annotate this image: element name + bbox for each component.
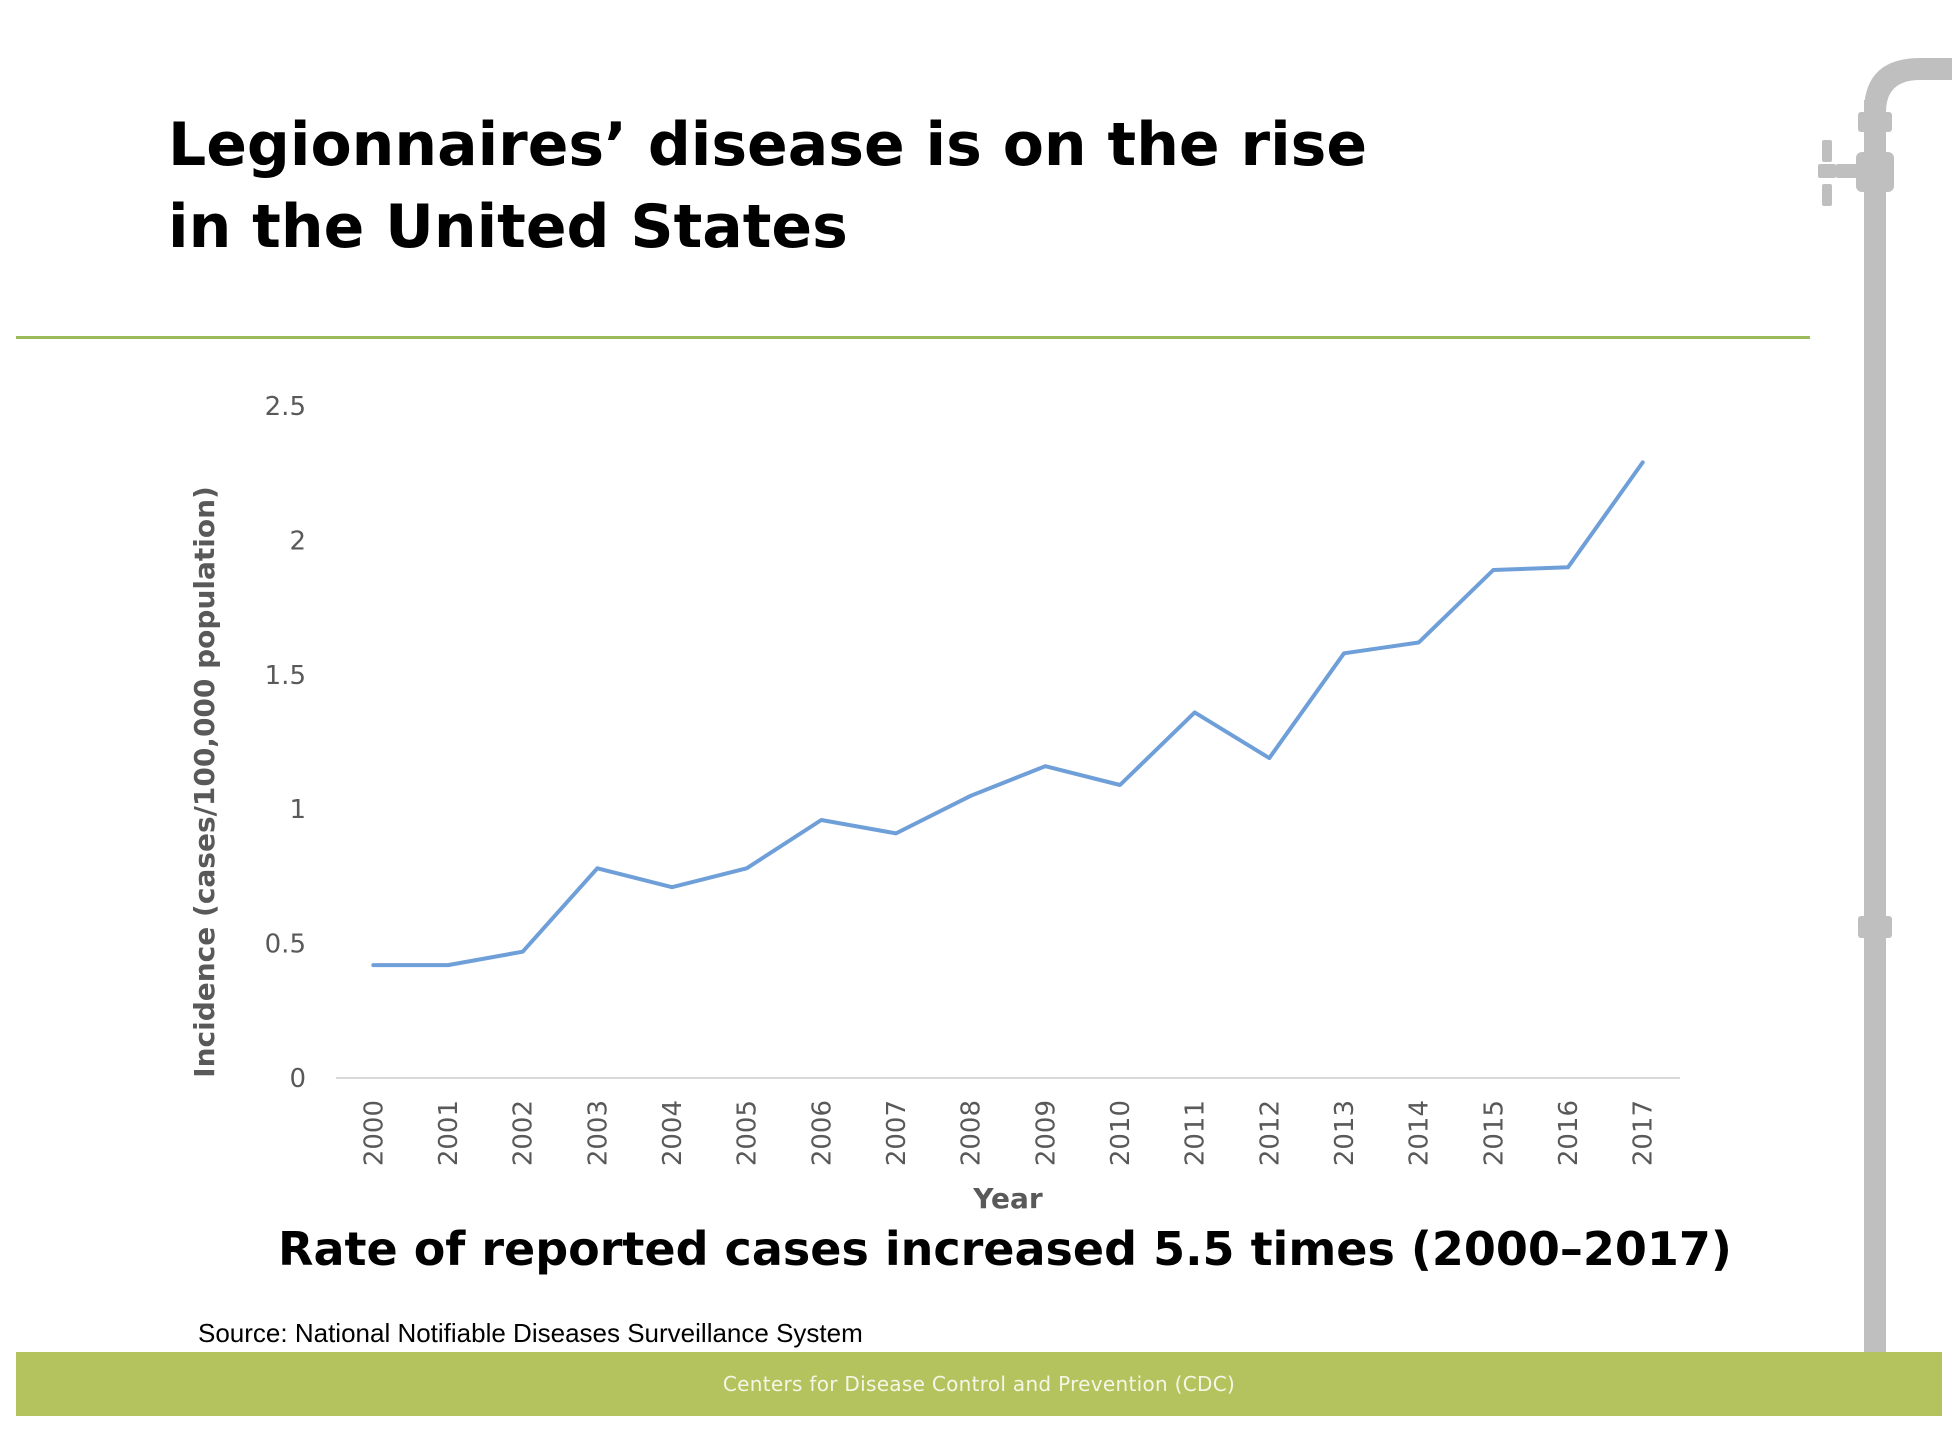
x-tick-label: 2000 <box>359 1100 389 1166</box>
x-tick-label: 2009 <box>1031 1100 1061 1166</box>
x-tick-label: 2011 <box>1181 1100 1211 1166</box>
x-tick-label: 2004 <box>658 1100 688 1166</box>
x-tick-label: 2003 <box>583 1100 613 1166</box>
series-line <box>371 460 1645 968</box>
slide-title: Legionnaires’ disease is on the rise in … <box>168 104 1368 268</box>
x-tick-label: 2015 <box>1479 1100 1509 1166</box>
y-tick-label: 0.5 <box>265 930 306 960</box>
footer-text: Centers for Disease Control and Preventi… <box>722 1372 1236 1396</box>
chart-subtitle: Rate of reported cases increased 5.5 tim… <box>278 1222 1732 1276</box>
footer-bar: Centers for Disease Control and Preventi… <box>16 1352 1942 1416</box>
x-tick-label: 2002 <box>509 1100 539 1166</box>
x-axis-label: Year <box>972 1182 1043 1215</box>
source-note: Source: National Notifiable Diseases Sur… <box>198 1318 863 1348</box>
x-tick-label: 2001 <box>434 1100 464 1166</box>
x-tick-label: 2012 <box>1255 1100 1285 1166</box>
x-tick-label: 2005 <box>733 1100 763 1166</box>
x-tick-label: 2007 <box>882 1100 912 1166</box>
y-tick-label: 1.5 <box>265 661 306 691</box>
title-divider <box>16 336 1810 339</box>
x-tick-label: 2006 <box>807 1100 837 1166</box>
y-tick-label: 2 <box>289 526 306 556</box>
x-tick-label: 2008 <box>957 1100 987 1166</box>
y-axis-label: Incidence (cases/100,000 population) <box>188 486 221 1078</box>
slide-title-line-1: Legionnaires’ disease is on the rise <box>168 110 1368 180</box>
slide-title-line-2: in the United States <box>168 192 848 262</box>
x-tick-label: 2013 <box>1330 1100 1360 1166</box>
y-axis-ticks: 0 0.5 1 1.5 2 2.5 <box>265 392 306 1094</box>
x-tick-label: 2017 <box>1629 1100 1659 1166</box>
y-tick-label: 0 <box>289 1064 306 1094</box>
x-tick-label: 2016 <box>1554 1100 1584 1166</box>
x-tick-label: 2014 <box>1405 1100 1435 1166</box>
y-tick-label: 1 <box>289 795 306 825</box>
x-tick-label: 2010 <box>1106 1100 1136 1166</box>
y-tick-label: 2.5 <box>265 392 306 422</box>
x-axis-ticks: 2000 2001 2002 2003 2004 2005 2006 2007 2008 2009… <box>359 1100 1658 1166</box>
